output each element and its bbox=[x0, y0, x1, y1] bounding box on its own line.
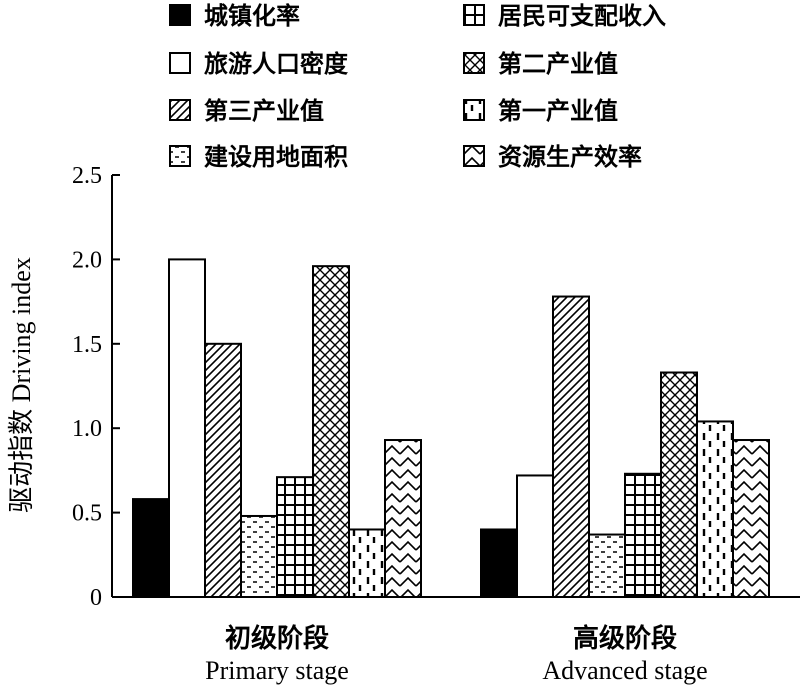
legend-item: 居民可支配收入 bbox=[463, 2, 666, 30]
legend-item: 第三产业值 bbox=[169, 97, 324, 125]
legend-swatch bbox=[169, 99, 191, 121]
legend-label: 旅游人口密度 bbox=[204, 50, 349, 78]
legend-swatch bbox=[169, 145, 191, 167]
x-category-label-zh: 高级阶段 bbox=[573, 623, 677, 654]
legend-swatch bbox=[463, 145, 485, 167]
legend-item: 资源生产效率 bbox=[463, 143, 642, 171]
legend-swatch bbox=[463, 99, 485, 121]
bars bbox=[132, 258, 770, 599]
bar bbox=[552, 295, 590, 598]
bar bbox=[696, 420, 734, 598]
bar bbox=[480, 528, 518, 598]
bar-group-primary bbox=[132, 258, 422, 599]
bar bbox=[204, 342, 242, 598]
x-category-label-zh: 初级阶段 bbox=[225, 623, 329, 654]
bar bbox=[384, 439, 422, 598]
y-tick-label: 0.5 bbox=[72, 501, 102, 527]
bar bbox=[132, 498, 170, 599]
legend-label: 第一产业值 bbox=[498, 97, 618, 125]
y-tick-label: 0 bbox=[90, 585, 102, 611]
y-tick-label: 1.5 bbox=[72, 332, 102, 358]
bar bbox=[588, 533, 626, 599]
legend-swatch bbox=[463, 4, 485, 26]
legend-label: 资源生产效率 bbox=[498, 143, 642, 171]
bar bbox=[168, 258, 206, 598]
legend-swatch bbox=[169, 4, 191, 26]
bar bbox=[732, 439, 770, 598]
legend-item: 旅游人口密度 bbox=[169, 50, 349, 78]
bar bbox=[312, 265, 350, 598]
bar-group-advanced bbox=[480, 295, 770, 599]
y-axis-label: 驱动指数 Driving index bbox=[7, 257, 36, 513]
legend-swatch bbox=[463, 52, 485, 74]
bar bbox=[516, 474, 554, 598]
y-axis: 0 0.5 1.0 1.5 2.0 2.5 bbox=[72, 163, 120, 611]
bar bbox=[660, 371, 698, 598]
y-tick-label: 2.5 bbox=[72, 163, 102, 189]
legend-label: 城镇化率 bbox=[204, 2, 300, 30]
legend-item: 第一产业值 bbox=[463, 97, 618, 125]
legend-label: 第二产业值 bbox=[498, 50, 618, 78]
y-tick-label: 2.0 bbox=[72, 247, 102, 273]
legend-item: 建设用地面积 bbox=[169, 143, 348, 171]
x-category-label-en: Primary stage bbox=[205, 656, 349, 685]
legend-item: 第二产业值 bbox=[463, 50, 618, 78]
legend-swatch bbox=[169, 52, 191, 74]
bar bbox=[348, 528, 386, 598]
legend-label: 居民可支配收入 bbox=[498, 2, 666, 30]
bar bbox=[276, 476, 314, 599]
bar bbox=[240, 514, 278, 599]
legend-item: 城镇化率 bbox=[169, 2, 300, 30]
legend-label: 建设用地面积 bbox=[204, 143, 348, 171]
y-tick-label: 1.0 bbox=[72, 416, 102, 442]
bar bbox=[624, 472, 662, 598]
legend-label: 第三产业值 bbox=[204, 97, 324, 125]
x-category-label-en: Advanced stage bbox=[542, 656, 707, 685]
